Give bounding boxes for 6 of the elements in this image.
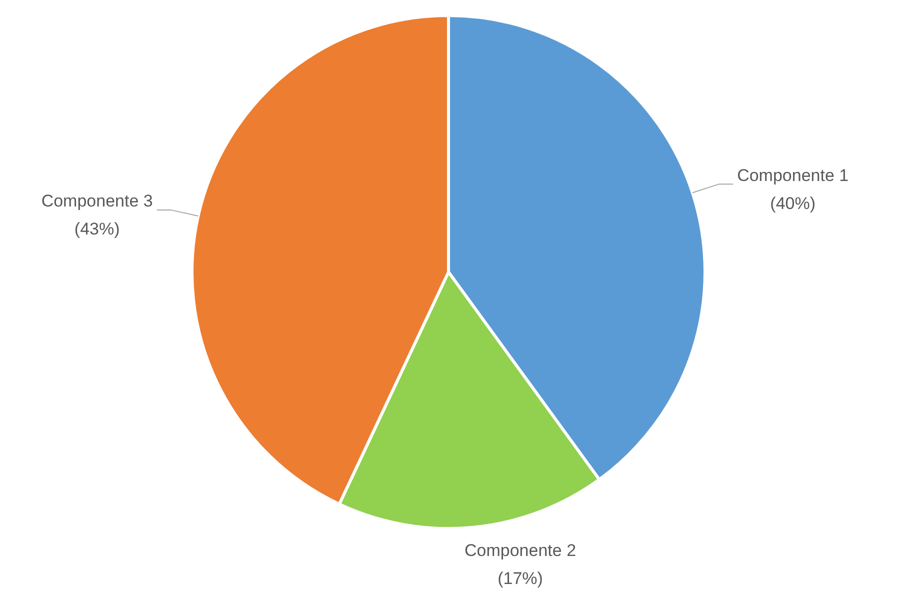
data-label: (43%) — [74, 220, 120, 239]
slice-label: Componente 3 — [41, 192, 153, 211]
slice-label: Componente 1 — [737, 166, 849, 185]
slice-label: Componente 2 — [464, 540, 576, 560]
data-label: (17%) — [498, 568, 543, 588]
data-label: (40%) — [770, 194, 816, 213]
